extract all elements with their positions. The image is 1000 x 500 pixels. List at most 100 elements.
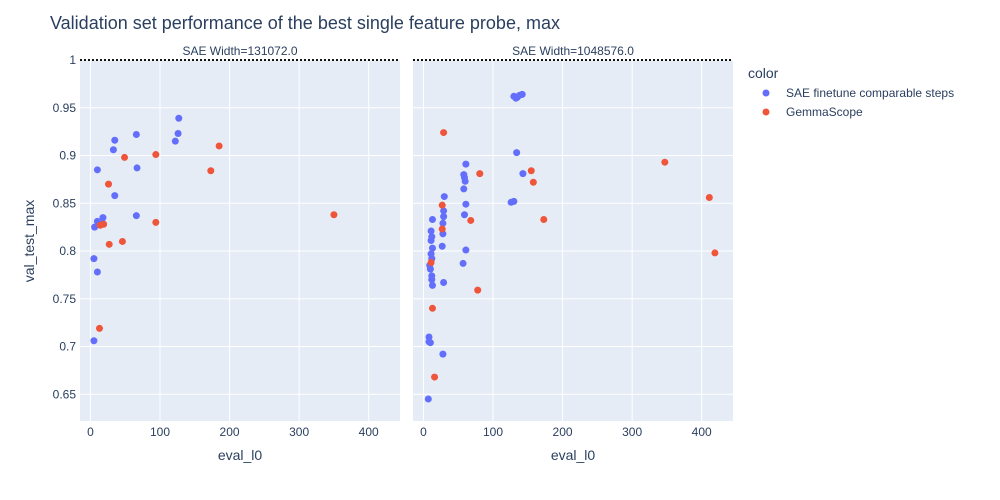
x-tick-label: 0 [420,425,427,439]
data-point[interactable] [431,373,439,381]
data-point[interactable] [99,214,107,222]
data-point[interactable] [519,170,527,178]
data-point[interactable] [152,151,160,159]
data-point[interactable] [440,193,448,201]
legend-label-sae-finetune: SAE finetune comparable steps [786,86,954,100]
data-point[interactable] [467,216,475,224]
data-point[interactable] [91,223,99,231]
data-point[interactable] [540,215,548,223]
data-point[interactable] [661,158,669,166]
data-point[interactable] [111,192,119,200]
x-tick-label: 100 [483,425,503,439]
data-point[interactable] [93,166,101,174]
data-point[interactable] [427,258,435,266]
data-point[interactable] [440,213,448,221]
data-point[interactable] [440,129,448,137]
data-point[interactable] [438,201,446,209]
x-tick-label: 0 [87,425,94,439]
data-point[interactable] [439,219,447,227]
x-tick-label: 400 [359,425,379,439]
data-point[interactable] [476,170,484,178]
data-point[interactable] [132,212,140,220]
data-point[interactable] [118,237,126,245]
x-axis-title-left: eval_l0 [218,447,263,463]
data-point[interactable] [105,240,113,248]
data-point[interactable] [90,337,98,345]
facets-layer: SAE Width=131072.0 0 100 200 300 400 0.65 0.7 0.… [53,44,733,439]
plot-area [413,60,733,421]
data-point[interactable] [109,146,117,154]
legend-marker-sae-finetune [762,89,770,97]
legend: color SAE finetune comparable steps Gemm… [748,65,954,119]
data-point[interactable] [439,350,447,358]
data-point[interactable] [459,259,467,267]
data-point[interactable] [705,194,713,202]
x-tick-label: 100 [150,425,170,439]
y-tick-label: 0.75 [53,292,77,306]
facet-panel-1: SAE Width=131072.0 0 100 200 300 400 0.65 0.7 0.… [53,44,400,439]
x-axis-title-right: eval_l0 [551,447,596,463]
legend-label-gemmascope: GemmaScope [786,105,863,119]
y-tick-label: 0.65 [53,387,77,401]
data-point[interactable] [428,215,436,223]
x-tick-label: 300 [622,425,642,439]
data-point[interactable] [105,180,113,188]
data-point[interactable] [428,276,436,284]
data-point[interactable] [428,244,436,252]
data-point[interactable] [111,136,119,144]
data-point[interactable] [711,249,719,257]
data-point[interactable] [424,395,432,403]
data-point[interactable] [513,149,521,157]
data-point[interactable] [93,268,101,276]
data-point[interactable] [438,242,446,250]
data-point[interactable] [425,333,433,341]
data-point[interactable] [426,265,434,273]
data-point[interactable] [207,167,215,175]
data-point[interactable] [121,153,129,161]
data-point[interactable] [95,324,103,332]
data-point[interactable] [440,207,448,215]
data-point[interactable] [462,246,470,254]
data-point[interactable] [440,279,448,287]
data-point[interactable] [474,286,482,294]
facet-title: SAE Width=131072.0 [182,44,297,58]
data-point[interactable] [428,281,436,289]
data-point[interactable] [215,142,223,150]
data-point[interactable] [428,233,436,241]
x-tick-label: 300 [289,425,309,439]
data-point[interactable] [428,304,436,312]
y-axis-title: val_test_max [21,200,37,282]
data-point[interactable] [133,164,141,172]
data-point[interactable] [330,211,338,219]
data-point[interactable] [438,225,446,233]
data-point[interactable] [132,130,140,138]
data-point[interactable] [461,177,469,185]
data-point[interactable] [462,200,470,208]
data-point[interactable] [100,220,108,228]
legend-item-sae-finetune[interactable]: SAE finetune comparable steps [762,86,955,100]
data-point[interactable] [527,167,535,175]
legend-item-gemmascope[interactable]: GemmaScope [762,105,864,119]
data-point[interactable] [152,218,160,226]
data-point[interactable] [174,130,182,138]
data-point[interactable] [529,178,537,186]
data-point[interactable] [510,197,518,205]
data-point[interactable] [518,90,526,98]
series-gemmascope [95,142,338,332]
legend-marker-gemmascope [762,108,770,116]
facet-title: SAE Width=1048576.0 [512,44,634,58]
y-tick-label: 0.9 [59,149,76,163]
data-point[interactable] [426,339,434,347]
data-point[interactable] [175,114,183,122]
data-point[interactable] [460,185,468,193]
data-point[interactable] [171,137,179,145]
x-tick-label: 400 [692,425,712,439]
x-tick-label: 200 [553,425,573,439]
data-point[interactable] [462,160,470,168]
data-point[interactable] [460,211,468,219]
series-sae-finetune-comparable-steps [424,90,527,403]
data-point[interactable] [427,227,435,235]
data-point[interactable] [90,255,98,263]
